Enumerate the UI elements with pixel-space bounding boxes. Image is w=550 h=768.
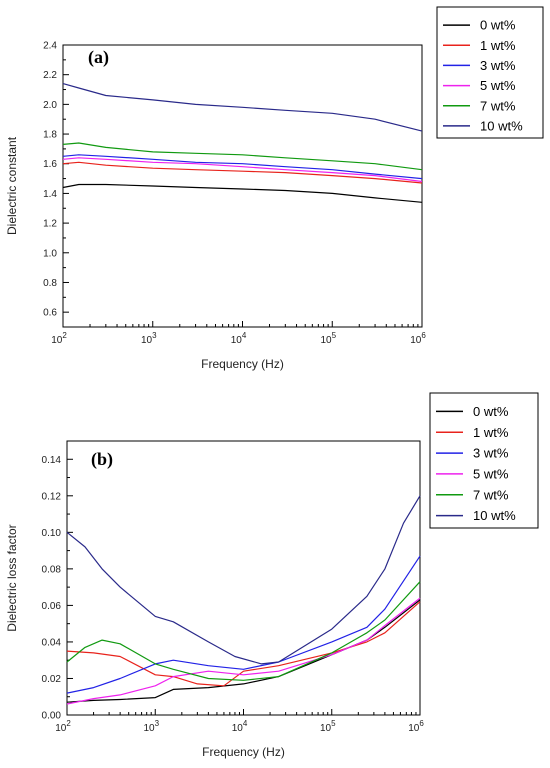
y-tick-label: 0.8 xyxy=(43,278,57,289)
series-line xyxy=(62,154,423,180)
y-tick-label: 0.6 xyxy=(43,308,57,319)
x-tick-label: 105 xyxy=(320,331,336,346)
y-axis-title: Dielectric loss factor xyxy=(5,524,19,631)
series-line xyxy=(66,495,421,665)
x-axis-title: Frequency (Hz) xyxy=(201,357,284,371)
legend-label: 3 wt% xyxy=(473,446,509,461)
series-line xyxy=(66,597,421,705)
legend-label: 1 wt% xyxy=(473,425,509,440)
x-tick-label: 105 xyxy=(320,719,336,734)
y-tick-label: 2.4 xyxy=(43,41,57,52)
series-line xyxy=(62,142,423,171)
x-tick-label: 106 xyxy=(410,331,426,346)
legend-box xyxy=(429,392,539,529)
legend-label: 5 wt% xyxy=(473,466,509,481)
legend-label: 1 wt% xyxy=(480,38,516,53)
legend-label: 7 wt% xyxy=(480,98,516,113)
series-line xyxy=(62,83,423,132)
y-tick-label: 0.00 xyxy=(42,711,62,722)
y-tick-label: 0.10 xyxy=(42,528,62,539)
legend-label: 10 wt% xyxy=(480,118,523,133)
x-tick-label: 106 xyxy=(408,719,424,734)
chart-panel-b: 102 103 104 105 106 0.00 0.02 0.04 0.06 0.08 0.10 0… xyxy=(0,390,550,768)
y-tick-label: 1.8 xyxy=(43,130,57,141)
y-tick-label: 1.2 xyxy=(43,219,57,230)
plot-frame xyxy=(66,440,421,716)
x-tick-label: 102 xyxy=(55,719,71,734)
legend-label: 0 wt% xyxy=(473,404,509,419)
legend-label: 3 wt% xyxy=(480,58,516,73)
y-tick-label: 2.2 xyxy=(43,70,57,81)
y-tick-label: 2.0 xyxy=(43,100,57,111)
y-tick-label: 1.6 xyxy=(43,159,57,170)
series-line xyxy=(66,581,421,681)
legend-box xyxy=(436,6,544,139)
chart-panel-a: 102 103 104 105 106 0.6 0.8 1.0 1.2 1.4 1.6 1.8 2.0 2… xyxy=(5,6,544,371)
series-line xyxy=(66,601,421,687)
series-line xyxy=(66,599,421,703)
series-line xyxy=(62,157,423,183)
y-tick-label: 0.14 xyxy=(42,455,62,466)
panel-label: (b) xyxy=(91,449,113,470)
y-tick-label: 1.0 xyxy=(43,248,57,259)
y-tick-label: 0.02 xyxy=(42,674,62,685)
x-tick-label: 103 xyxy=(141,331,157,346)
series-line xyxy=(66,555,421,694)
y-tick-label: 0.04 xyxy=(42,637,62,648)
x-tick-label: 102 xyxy=(51,331,67,346)
legend-label: 0 wt% xyxy=(480,18,516,33)
chart-b-svg: 102 103 104 105 106 0.00 0.02 0.04 0.06 0.08 0.10 0… xyxy=(5,392,539,759)
legend-label: 5 wt% xyxy=(480,78,516,93)
series-line xyxy=(62,161,423,184)
plot-frame xyxy=(62,44,423,328)
chart-a-svg: 102 103 104 105 106 0.6 0.8 1.0 1.2 1.4 1.6 1.8 2.0 2… xyxy=(5,6,544,371)
x-tick-label: 104 xyxy=(231,331,247,346)
legend-label: 10 wt% xyxy=(473,508,516,523)
x-axis-title: Frequency (Hz) xyxy=(202,745,285,759)
y-tick-label: 1.4 xyxy=(43,189,57,200)
y-tick-label: 0.06 xyxy=(42,601,62,612)
x-tick-label: 104 xyxy=(232,719,248,734)
series-line xyxy=(62,183,423,203)
panel-label: (a) xyxy=(88,47,109,68)
y-axis-title: Dielectric constant xyxy=(5,136,19,235)
y-tick-label: 0.12 xyxy=(42,491,62,502)
y-tick-label: 0.08 xyxy=(42,564,62,575)
x-tick-label: 103 xyxy=(143,719,159,734)
legend-label: 7 wt% xyxy=(473,487,509,502)
